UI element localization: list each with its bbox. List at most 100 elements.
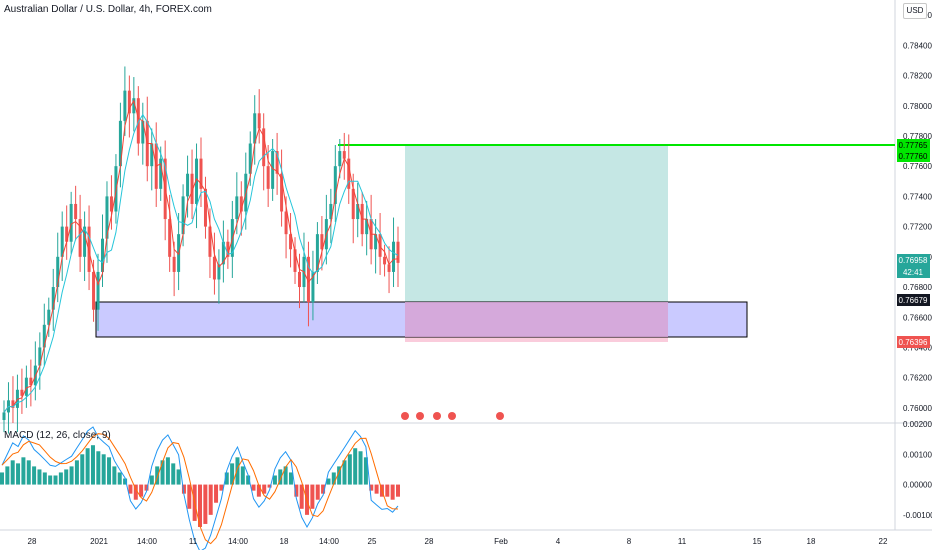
macd-hist-bar [117, 472, 122, 485]
macd-hist-bar [310, 484, 315, 509]
event-markers[interactable] [401, 412, 504, 420]
candle-body [226, 241, 230, 257]
candle-body [351, 188, 355, 220]
macd-hist-bar [262, 484, 267, 494]
candle-body [172, 256, 176, 272]
candle-body [342, 151, 346, 159]
macd-hist-bar [107, 457, 112, 485]
event-marker[interactable] [448, 412, 456, 420]
candle-body [87, 226, 91, 272]
price-labels: 0.77765 0.77760 0.76958 42:41 0.76679 0.… [897, 139, 930, 348]
candle-body [217, 264, 221, 280]
candle-body [159, 158, 163, 189]
zone-overlap [405, 302, 668, 337]
candle-body [293, 249, 297, 272]
candle-body [123, 90, 127, 121]
macd-hist-bar [101, 454, 106, 485]
candle-body [329, 203, 333, 220]
macd-hist-bar [235, 457, 240, 485]
y-tick-label: 0.78400 [903, 41, 932, 50]
candle-body [271, 151, 275, 189]
candle-body [69, 203, 73, 242]
macd-hist-bar [74, 460, 79, 485]
ma-slow-line [3, 113, 399, 413]
candle-body [56, 256, 60, 288]
target-price-label-2: 0.77760 [899, 152, 928, 161]
candle-body [132, 98, 136, 114]
candle-body [109, 196, 113, 212]
candle-body [266, 166, 270, 189]
signal-line [1, 433, 399, 545]
candle-body [101, 238, 104, 272]
macd-hist-bar [246, 475, 251, 485]
candle-body [374, 234, 378, 250]
macd-tick-label: 0.00100 [903, 450, 932, 459]
event-marker[interactable] [433, 412, 441, 420]
macd-hist-bar [198, 484, 202, 527]
macd-hist-bar [149, 475, 154, 485]
event-marker[interactable] [416, 412, 424, 420]
macd-hist-bar [144, 484, 149, 491]
moving-averages [3, 99, 399, 413]
x-tick-label: 14:00 [319, 537, 340, 546]
candle-body [168, 219, 172, 257]
candle-body [257, 113, 261, 129]
macd-hist-bar [272, 475, 277, 485]
candle-body [392, 241, 396, 272]
macd-hist-bar [299, 484, 304, 509]
profit-zone[interactable] [405, 145, 668, 302]
macd-hist-bar [176, 469, 181, 485]
macd-hist-bar [26, 460, 31, 485]
candle-body [212, 256, 216, 280]
x-tick-label: 28 [28, 537, 37, 546]
macd-hist-bar [53, 475, 58, 485]
macd-hist-bar [203, 484, 208, 524]
macd-hist-bar [69, 466, 74, 485]
event-marker[interactable] [401, 412, 409, 420]
candle-body [96, 271, 100, 310]
candle-body [275, 151, 279, 174]
macd-hist-bar [48, 475, 53, 485]
macd-axis: 0.00200 0.00100 0.00000 -0.00100 [903, 420, 932, 520]
candle-body [78, 219, 82, 257]
candle-body [289, 234, 293, 250]
macd-hist-bar [5, 466, 10, 485]
candle-body [38, 347, 42, 366]
macd-hist-bar [363, 457, 368, 485]
target-label-bg [897, 139, 930, 151]
event-marker[interactable] [496, 412, 504, 420]
macd-hist-bar [347, 454, 352, 485]
y-tick-label: 0.77800 [903, 132, 932, 141]
current-label-bg [897, 254, 930, 266]
candle-body [150, 143, 154, 167]
candle-body [208, 226, 212, 257]
macd-hist-bar [112, 466, 117, 485]
macd-hist-bar [21, 457, 26, 485]
candle-body [365, 219, 369, 235]
x-tick-label: 4 [556, 537, 561, 546]
y-tick-label: 0.77400 [903, 192, 932, 201]
entry-price-label: 0.76679 [899, 296, 928, 305]
x-tick-label: 2021 [90, 537, 108, 546]
price-axis: 0.786000.784000.782000.780000.778000.776… [903, 11, 932, 413]
macd-hist-bar [133, 484, 138, 500]
macd-hist-bar [219, 484, 224, 491]
macd-hist-bar [80, 454, 85, 485]
macd-hist-bar [256, 484, 261, 497]
candle-body [195, 158, 199, 204]
candle-body [74, 203, 78, 220]
x-tick-label: 15 [753, 537, 762, 546]
candle-body [136, 98, 140, 144]
macd-hist-bar [96, 451, 101, 485]
candle-body [333, 166, 337, 204]
y-tick-label: 0.76800 [903, 283, 932, 292]
currency-badge[interactable]: USD [903, 3, 927, 19]
macd-hist-bar [294, 484, 299, 497]
macd-hist-bar [155, 466, 160, 485]
candle-body [29, 377, 33, 386]
macd-hist-bar [337, 466, 342, 485]
candle-body [387, 264, 391, 272]
macd-hist-bar [331, 472, 336, 485]
